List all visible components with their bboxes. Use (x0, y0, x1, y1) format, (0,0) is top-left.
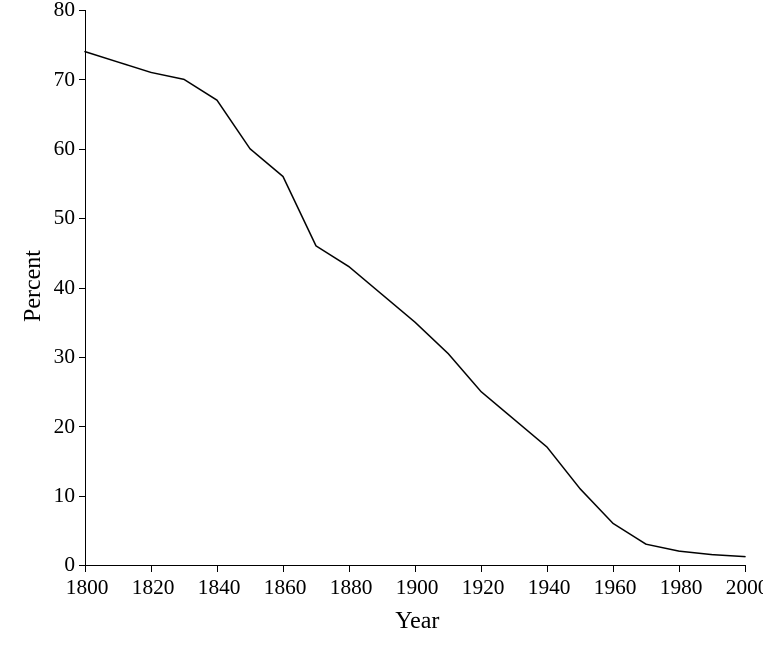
data-line (0, 0, 763, 649)
line-chart: 01020304050607080 1800182018401860188019… (0, 0, 763, 649)
